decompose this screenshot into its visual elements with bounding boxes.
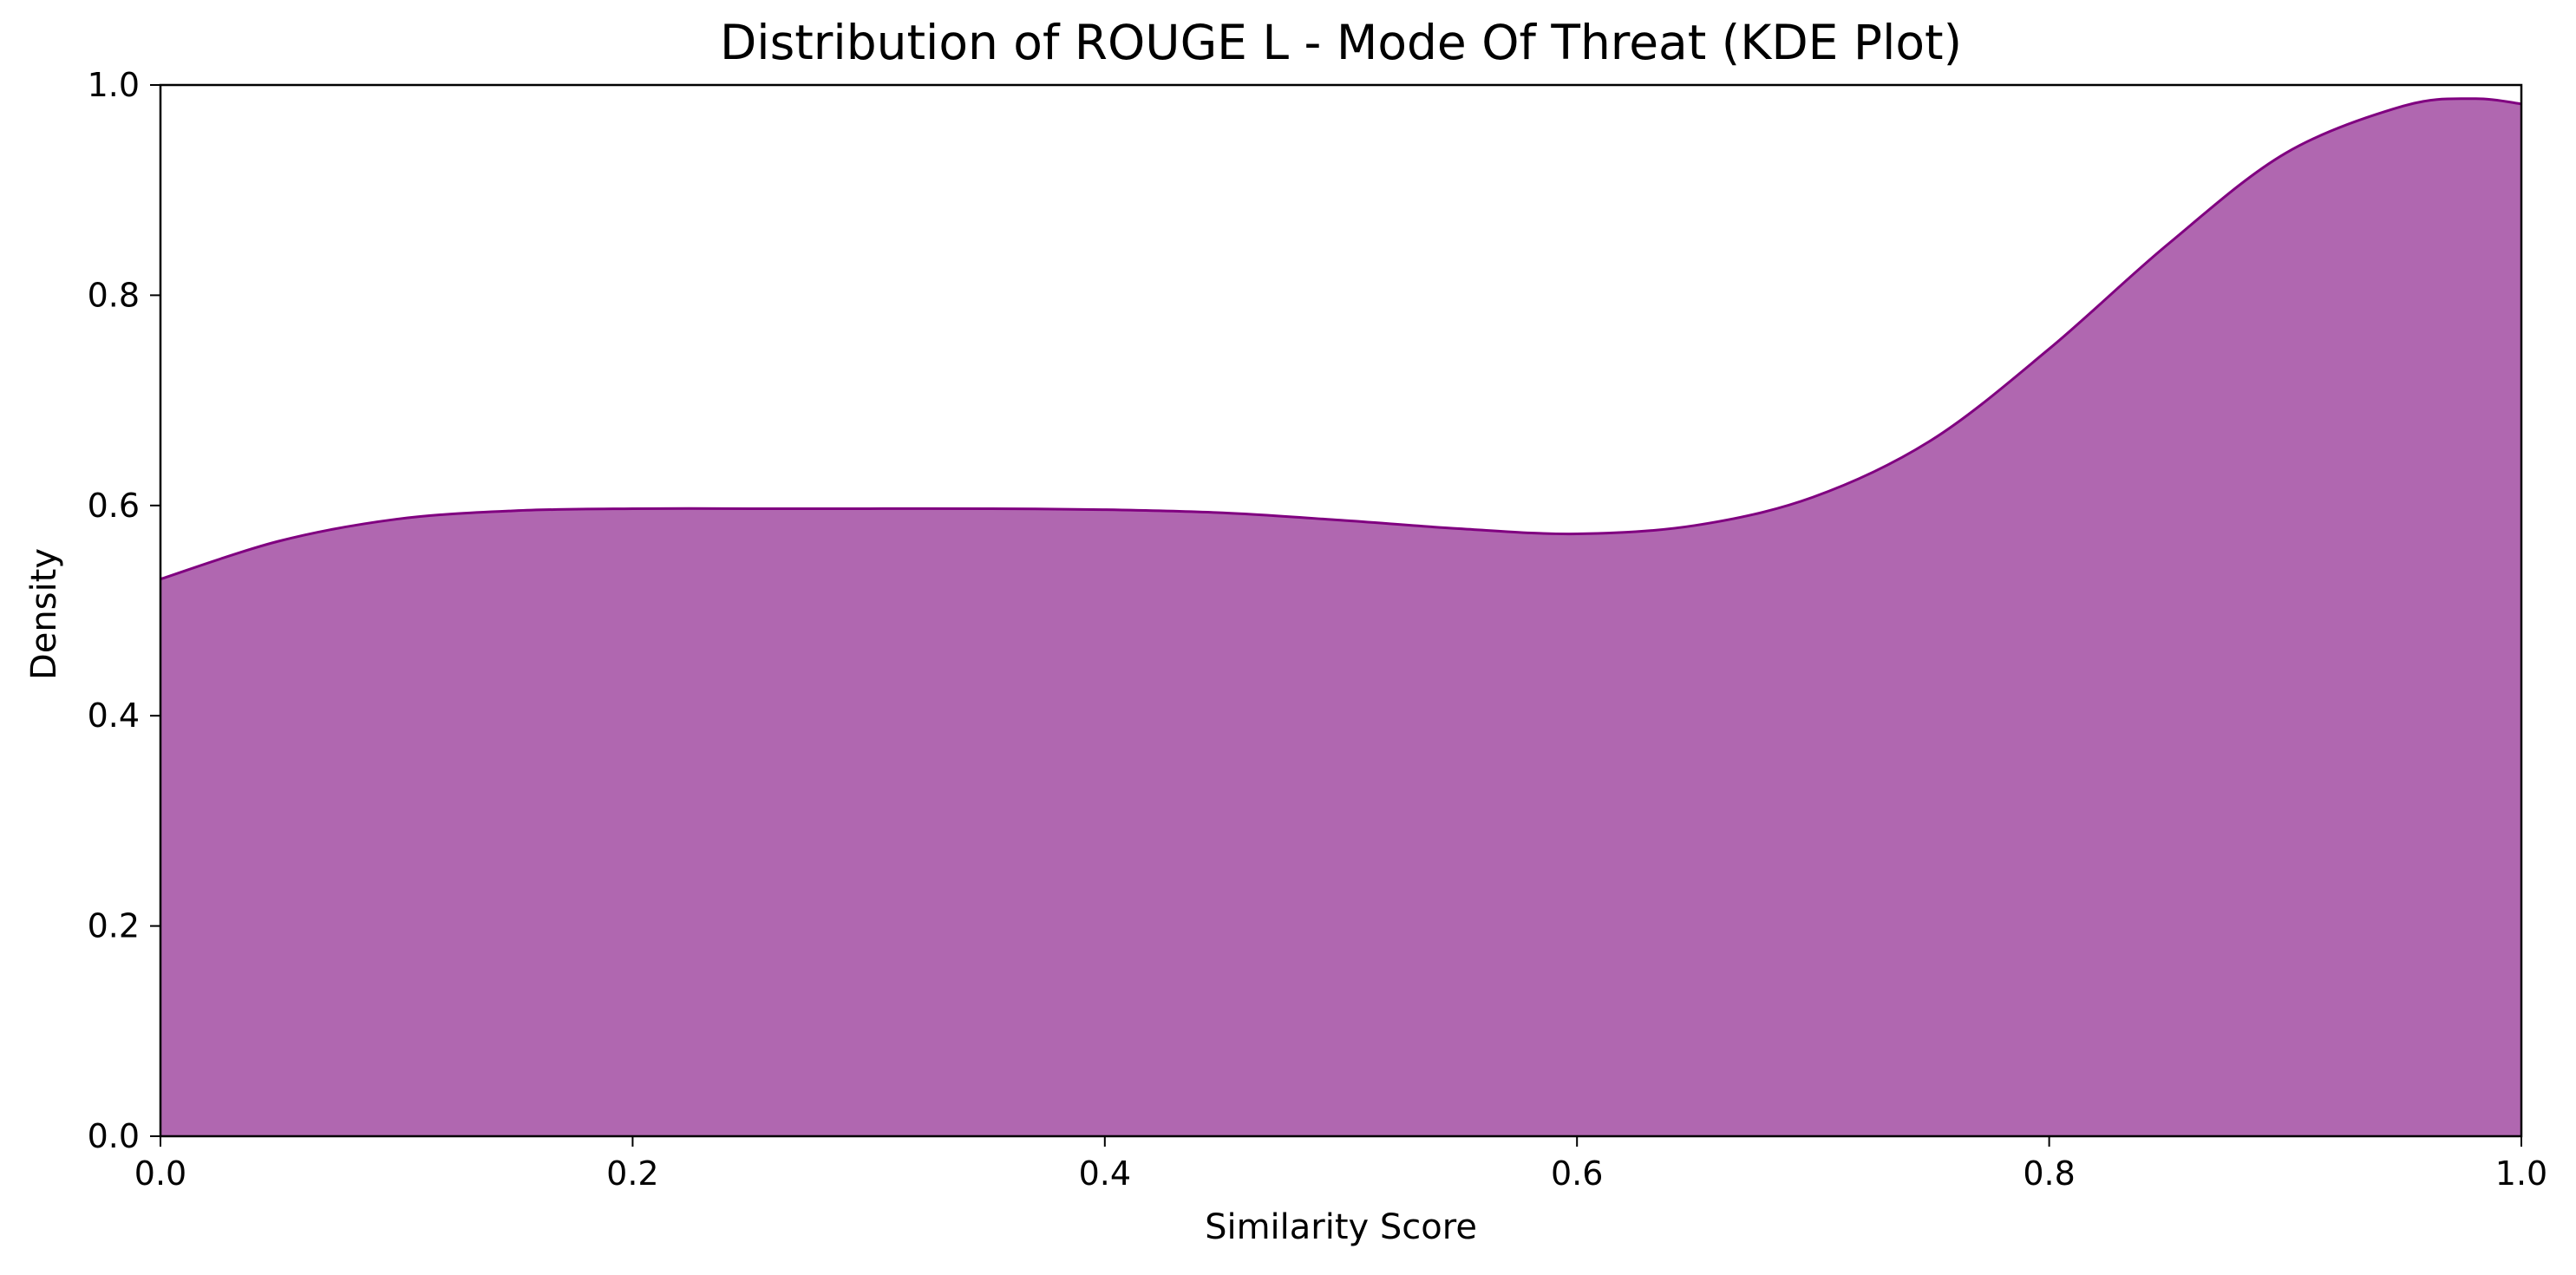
chart-title: Distribution of ROUGE L - Mode Of Threat… — [720, 15, 1962, 70]
y-tick-label: 0.6 — [88, 487, 140, 525]
x-tick-label: 0.4 — [1079, 1154, 1131, 1193]
y-axis-label: Density — [24, 548, 64, 680]
y-tick-label: 0.4 — [88, 696, 140, 735]
plot-area — [160, 97, 2522, 1137]
x-axis-ticks: 0.0 0.2 0.4 0.6 0.8 1.0 — [134, 1136, 2547, 1193]
kde-curve-line — [160, 97, 2522, 581]
x-tick-label: 1.0 — [2495, 1154, 2547, 1193]
axes-frame — [159, 83, 2523, 1138]
y-tick-label: 0.8 — [88, 276, 140, 314]
kde-area-fill — [160, 98, 2521, 1137]
y-tick-label: 1.0 — [88, 66, 140, 104]
y-axis-ticks: 0.0 0.2 0.4 0.6 0.8 1.0 — [88, 66, 160, 1155]
y-tick-label: 0.2 — [88, 907, 140, 945]
x-tick-label: 0.0 — [134, 1154, 186, 1193]
x-tick-label: 0.8 — [2023, 1154, 2075, 1193]
x-tick-label: 0.6 — [1551, 1154, 1603, 1193]
x-axis-label: Similarity Score — [1205, 1207, 1477, 1247]
x-tick-label: 0.2 — [606, 1154, 658, 1193]
y-tick-label: 0.0 — [88, 1117, 140, 1155]
